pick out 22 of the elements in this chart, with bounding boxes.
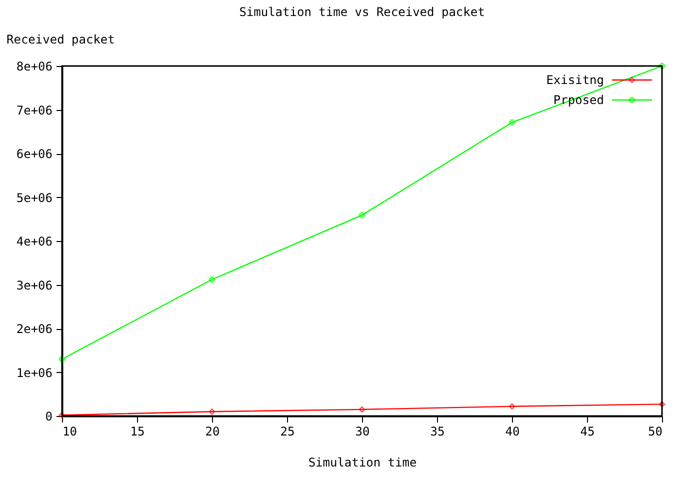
y-tick-label: 0: [45, 410, 52, 424]
y-axis-title: Received packet: [6, 32, 115, 46]
y-tick-label: 6e+06: [16, 147, 52, 161]
x-tick-label: 25: [280, 424, 295, 438]
y-tick-label: 2e+06: [16, 322, 52, 336]
legend-label: Exisitng: [546, 73, 604, 87]
x-tick-label: 15: [130, 424, 145, 438]
x-tick-label: 20: [205, 424, 220, 438]
x-tick-label: 10: [62, 424, 77, 438]
x-tick-label: 50: [648, 424, 662, 438]
y-tick-label: 3e+06: [16, 278, 52, 292]
x-tick-label: 45: [580, 424, 595, 438]
y-tick-label: 7e+06: [16, 103, 52, 118]
x-tick-label: 30: [355, 424, 370, 438]
x-axis-title: Simulation time: [308, 456, 417, 470]
y-tick-label: 5e+06: [16, 190, 52, 205]
chart-title: Simulation time vs Received packet: [239, 5, 485, 19]
x-tick-label: 35: [430, 424, 445, 438]
x-tick-label: 40: [505, 424, 520, 438]
y-tick-label: 8e+06: [16, 60, 52, 74]
y-tick-label: 1e+06: [16, 366, 52, 380]
y-tick-label: 4e+06: [16, 234, 52, 248]
